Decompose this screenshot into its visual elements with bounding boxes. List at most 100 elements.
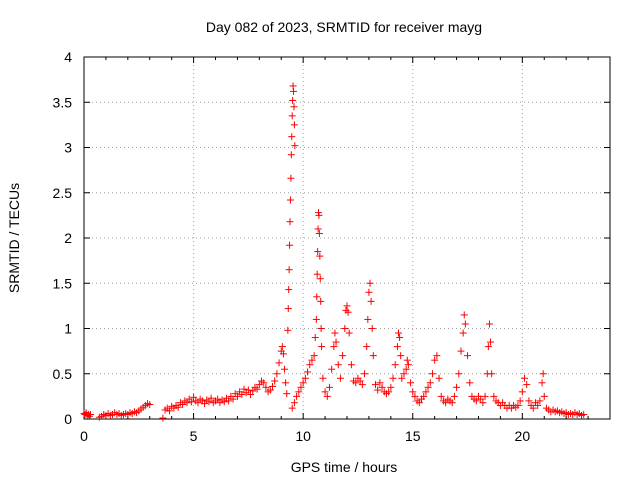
data-point [514,401,522,409]
data-point [174,403,182,411]
data-point [316,252,324,260]
data-point [334,361,342,369]
data-point [485,320,493,328]
data-point [313,293,321,301]
data-point [238,391,246,399]
data-point [281,365,289,373]
y-tick-label: 0.5 [53,366,73,382]
data-point [288,133,296,141]
data-point [85,412,93,420]
data-point [404,361,412,369]
data-point [540,392,548,400]
data-point [437,392,445,400]
data-point [262,383,270,391]
data-point [396,334,404,342]
data-point [402,365,410,373]
data-point [306,361,314,369]
data-point [229,395,237,403]
data-point [308,356,316,364]
data-point [286,218,294,226]
data-point [426,379,434,387]
data-point [358,381,366,389]
data-point [284,305,292,313]
data-point [279,350,287,358]
data-point [472,397,480,405]
y-tick-label: 2.5 [53,185,73,201]
data-point [422,388,430,396]
data-point [260,379,268,387]
data-point [225,397,233,405]
y-tick-label: 1 [64,321,72,337]
data-point [187,398,195,406]
data-point [490,392,498,400]
data-point [247,391,255,399]
data-point [407,379,415,387]
data-point [316,275,324,283]
data-point [371,381,379,389]
data-point [433,352,441,360]
data-point [453,383,461,391]
data-point [271,377,279,385]
data-point [345,329,353,337]
data-point [367,297,375,305]
data-point [435,374,443,382]
data-point [457,347,465,355]
data-point [165,407,173,415]
data-point [325,383,333,391]
data-point [356,377,364,385]
data-point [516,397,524,405]
data-point [268,382,276,390]
data-point [536,397,544,405]
data-point [293,392,301,400]
data-point [460,311,468,319]
data-point [295,388,303,396]
data-point [328,365,336,373]
x-axis: 0 5 10 15 20 [80,57,589,444]
data-point [341,325,349,332]
data-point [366,279,374,287]
data-point [190,393,198,401]
data-point [336,374,344,382]
data-point [146,401,154,409]
data-point [484,343,492,351]
data-point [311,334,319,342]
data-point [299,379,307,387]
data-point [450,392,458,400]
data-point [466,379,474,387]
data-point [286,241,294,249]
data-point [87,410,95,418]
data-point [487,338,495,346]
data-point [365,288,373,296]
data-point [201,400,209,408]
data-point [393,343,401,351]
data-point [415,399,423,407]
data-point [288,112,296,120]
data-point [529,404,537,412]
data-point [525,397,533,405]
data-point [428,370,436,378]
data-point [317,325,325,332]
data-point [352,379,360,387]
data-point [378,383,386,391]
data-point [368,325,376,332]
data-point [287,174,295,182]
data-point [318,343,326,351]
data-series [80,82,588,422]
y-tick-label: 3 [64,140,72,156]
data-point [364,315,372,323]
data-point [330,343,338,351]
data-point [488,370,496,378]
data-point [317,297,325,305]
x-tick-label: 15 [405,428,421,444]
data-point [315,229,323,237]
data-point [387,383,395,391]
data-point [183,399,191,407]
data-point [464,352,472,360]
data-point [288,404,296,412]
data-point [442,399,450,407]
plot-frame [83,56,611,420]
chart-title: Day 082 of 2023, SRMTID for receiver may… [206,19,482,35]
data-point [459,329,467,337]
data-point [313,270,321,278]
